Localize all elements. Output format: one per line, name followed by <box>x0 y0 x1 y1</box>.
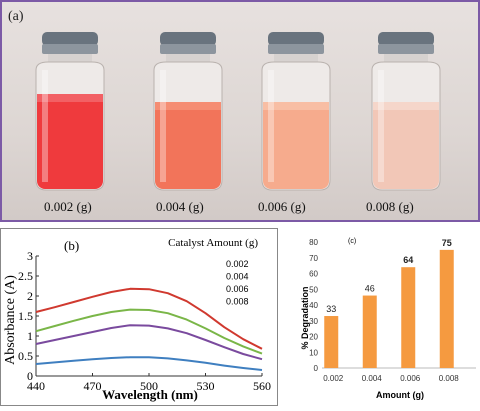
spectrum-line-0.004 <box>35 308 263 355</box>
c-y-tick-label: 60 <box>309 270 318 279</box>
photo-panel: (a) <box>0 0 480 222</box>
c-y-axis-label: % Degradation <box>300 286 310 349</box>
panel-c-label: (c) <box>348 238 356 245</box>
b-x-tick-label: 440 <box>27 379 45 393</box>
c-y-tick-label: 80 <box>309 238 318 247</box>
b-x-tick-label: 470 <box>84 379 102 393</box>
b-x-tick-label: 500 <box>140 379 158 393</box>
vial-3-image <box>261 32 331 191</box>
legend-title: Catalyst Amount (g) <box>168 237 258 249</box>
y-axis-label: Absorbance (A) <box>3 275 18 365</box>
vial-2-image <box>153 32 223 191</box>
degradation-chart-panel: 0 10 20 30 40 50 60 70 80 33 0.002 46 0.004 64 0.006 7… <box>296 228 480 406</box>
vial-2-caption: 0.004 (g) <box>156 199 204 214</box>
spectrum-line-0.006 <box>35 324 263 361</box>
b-x-tick-label: 560 <box>253 379 271 393</box>
bar-0.002 <box>324 316 339 368</box>
c-y-tick-label: 40 <box>309 301 318 310</box>
c-x-tick-label: 0.002 <box>323 374 344 383</box>
degradation-chart: 0 10 20 30 40 50 60 70 80 33 0.002 46 0.004 64 0.006 7… <box>300 238 476 400</box>
c-x-tick-label: 0.004 <box>362 374 383 383</box>
vial-2 <box>146 30 230 194</box>
c-y-tick-label: 50 <box>309 285 318 294</box>
absorbance-chart: 0 0.5 1 1.5 2 2.5 3 440 470 500 530 560 (b) Catalys… <box>0 228 278 406</box>
spectrum-line-0.008 <box>35 356 263 371</box>
panel-b-label: (b) <box>64 238 79 253</box>
bar-value-label: 46 <box>365 284 375 294</box>
b-y-tick-label: 1.5 <box>18 309 33 323</box>
c-x-axis-label: Amount (g) <box>376 390 424 400</box>
bar-0.006 <box>401 267 416 368</box>
b-y-tick-label: 2 <box>27 289 33 303</box>
vial-3 <box>254 30 338 194</box>
c-y-tick-label: 30 <box>309 317 318 326</box>
b-y-tick-label: 2.5 <box>18 269 33 283</box>
vial-4 <box>364 30 448 194</box>
b-x-tick-label: 530 <box>197 379 215 393</box>
b-y-tick-label: 3 <box>27 249 33 263</box>
vial-4-image <box>371 32 441 191</box>
panel-a-label: (a) <box>8 9 24 24</box>
bar-value-label: 33 <box>326 304 336 314</box>
vial-1-image <box>35 32 105 191</box>
vial-1-caption: 0.002 (g) <box>44 199 92 214</box>
legend-item-0.006: 0.006 <box>226 284 249 294</box>
c-x-tick-label: 0.006 <box>400 374 421 383</box>
c-y-tick-label: 0 <box>314 364 319 373</box>
c-x-tick-label: 0.008 <box>439 374 460 383</box>
x-axis-label: Wavelength (nm) <box>102 387 198 402</box>
absorbance-chart-panel: 0 0.5 1 1.5 2 2.5 3 440 470 500 530 560 (b) Catalys… <box>0 228 278 406</box>
vial-1 <box>28 30 112 194</box>
chart-b-frame <box>0 228 278 406</box>
legend-item-0.004: 0.004 <box>226 272 249 282</box>
c-y-tick-label: 10 <box>309 348 318 357</box>
legend-item-0.002: 0.002 <box>226 259 249 269</box>
vial-3-caption: 0.006 (g) <box>258 199 306 214</box>
bar-value-label: 64 <box>403 255 413 265</box>
spectrum-line-0.002 <box>35 287 263 350</box>
c-y-tick-label: 70 <box>309 254 318 263</box>
vial-4-caption: 0.008 (g) <box>366 199 414 214</box>
b-y-tick-label: 0.5 <box>18 349 33 363</box>
b-y-tick-label: 1 <box>27 329 33 343</box>
bar-value-label: 75 <box>442 238 452 248</box>
c-y-tick-label: 20 <box>309 333 318 342</box>
legend-item-0.008: 0.008 <box>226 297 249 307</box>
bar-0.008 <box>439 249 454 368</box>
b-y-tick-label: 0 <box>27 369 33 383</box>
bar-0.004 <box>362 295 377 368</box>
